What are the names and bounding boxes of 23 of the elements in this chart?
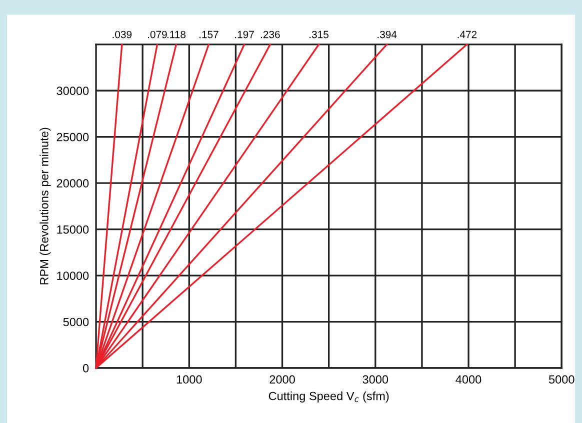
x-tick-label: 2000 <box>270 375 295 384</box>
y-tick-label: 20000 <box>56 179 89 188</box>
series-label: .157 <box>200 30 218 38</box>
series-label: .118 <box>167 30 186 38</box>
x-tick-label: 1000 <box>176 375 202 384</box>
y-axis-title: RPM (Revolutions per minute) <box>40 128 51 284</box>
x-tick-label: 3000 <box>362 375 388 384</box>
y-tick-label: 10000 <box>57 272 89 280</box>
x-tick-label: 4000 <box>456 375 482 384</box>
y-tick-label: 15000 <box>57 225 89 234</box>
series-label: .039 <box>112 30 132 38</box>
y-tick-label: 30000 <box>56 86 89 96</box>
x-tick-label: 5000 <box>548 375 574 384</box>
series-label: .197 <box>235 30 254 38</box>
y-tick-label: 0 <box>82 364 89 372</box>
series-label: .315 <box>310 30 328 38</box>
series-label: .236 <box>260 30 280 38</box>
series-label: .079 <box>148 30 167 38</box>
series-label: .472 <box>458 30 477 38</box>
y-tick-label: 5000 <box>63 318 89 326</box>
series-label: .394 <box>378 30 397 38</box>
y-tick-label: 25000 <box>56 132 89 142</box>
x-axis-title: Cutting Speed V$_{c}$ (sfm) <box>268 392 389 403</box>
